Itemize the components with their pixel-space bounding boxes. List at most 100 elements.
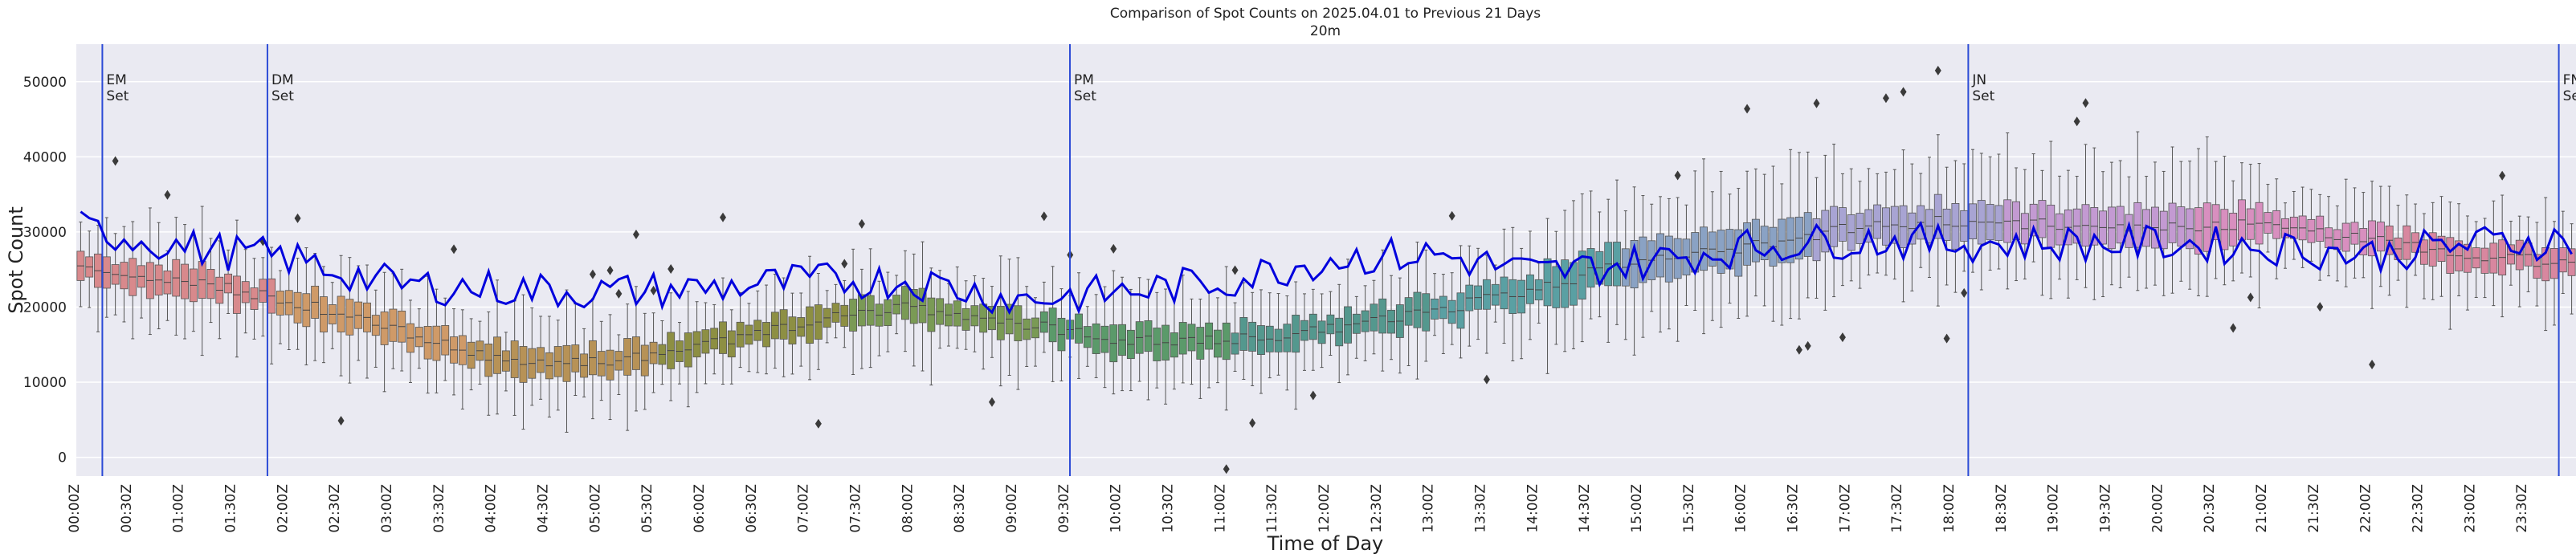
box-plot (1361, 285, 1370, 361)
box-plot (2003, 132, 2012, 290)
box-plot (2567, 223, 2576, 315)
box-plot (2211, 161, 2220, 279)
box-plot (432, 288, 441, 393)
box-plot (2533, 222, 2541, 307)
marker-label: Set (1074, 88, 1096, 104)
box-plot (753, 290, 762, 373)
x-tick-label: 09:30Z (1056, 484, 1072, 533)
outlier-point (1040, 211, 1047, 222)
box-plot (2359, 192, 2368, 279)
outlier-point (112, 156, 119, 166)
outlier-point (615, 288, 623, 299)
x-axis-ticks: 00:00Z 00:30Z 01:00Z 01:30Z 02:00Z 02:30Z 03:0… (67, 484, 2530, 533)
box-plot (1751, 168, 1760, 297)
x-tick-label: 09:00Z (1004, 484, 1020, 533)
box-plot (684, 291, 692, 408)
marker-label: PM (1074, 72, 1094, 88)
y-tick-label: 0 (58, 450, 67, 466)
box-plot (189, 235, 198, 332)
box-plot (1395, 277, 1404, 374)
box-plot (1039, 211, 1048, 353)
x-tick-label: 08:00Z (900, 484, 916, 533)
box-plot (1308, 288, 1317, 401)
plot-area (76, 44, 2576, 476)
box-plot (1778, 183, 1786, 326)
x-tick-label: 13:30Z (1473, 484, 1489, 533)
x-tick-label: 02:00Z (275, 484, 291, 533)
box-plot (2325, 196, 2333, 277)
box-plot (667, 264, 676, 401)
box-plot (2480, 218, 2489, 299)
y-tick-label: 10000 (23, 375, 67, 391)
outlier-point (988, 397, 995, 407)
x-tick-label: 15:30Z (1681, 484, 1697, 533)
box-plot (866, 248, 875, 369)
box-plot (892, 275, 901, 335)
box-plot (2515, 215, 2524, 308)
box-plot (770, 273, 779, 369)
marker-label: EM (106, 72, 126, 88)
x-tick-label: 19:30Z (2098, 484, 2114, 533)
box-plot (1500, 228, 1508, 344)
box-plot (1265, 292, 1274, 379)
outlier-point (1674, 170, 1681, 181)
box-plot (1048, 266, 1057, 382)
current-day-line (80, 210, 2573, 316)
outlier-point (2230, 323, 2237, 333)
outlier-point (841, 259, 848, 269)
box-plot (676, 322, 684, 385)
box-plot (284, 267, 293, 350)
outlier-point (2247, 292, 2254, 303)
marker-label: Set (106, 88, 129, 104)
box-plot (2090, 147, 2099, 300)
box-plot (1586, 190, 1595, 320)
chart-title: Comparison of Spot Counts on 2025.04.01 … (1110, 6, 1541, 22)
box-plot (1370, 279, 1378, 355)
box-plot (528, 307, 537, 406)
marker-label: Set (1972, 88, 1994, 104)
box-plot (1570, 200, 1578, 349)
y-axis-label: Spot Count (5, 206, 27, 313)
box-plot (302, 247, 311, 366)
box-plot (493, 279, 502, 415)
outlier-point (1943, 333, 1950, 344)
x-tick-label: 12:30Z (1369, 484, 1385, 533)
box-plot (597, 320, 606, 401)
x-tick-label: 18:00Z (1941, 484, 1958, 533)
box-plot (537, 316, 545, 400)
x-tick-label: 07:30Z (848, 484, 864, 533)
chart-subtitle: 20m (1310, 23, 1341, 39)
box-plot (1717, 170, 1725, 328)
box-plot (1474, 247, 1483, 340)
x-tick-label: 18:30Z (1994, 484, 2010, 533)
box-plot (2029, 153, 2038, 263)
box-plot (788, 292, 797, 375)
box-plot (900, 250, 909, 352)
outlier-point (1309, 390, 1317, 401)
box-plot (276, 270, 284, 344)
box-plot (1023, 286, 1031, 367)
outlier-point (858, 218, 865, 229)
box-plot (1830, 144, 1839, 298)
box-plot (1621, 210, 1630, 340)
x-tick-label: 13:00Z (1421, 484, 1437, 533)
box-plot (423, 275, 432, 394)
box-plot (2472, 221, 2480, 298)
box-plot (1578, 193, 1586, 343)
outlier-point (1961, 287, 1968, 298)
marker-label: Set (2563, 88, 2576, 104)
box-plot (2055, 175, 2064, 280)
outlier-point (2317, 302, 2324, 312)
box-plot (345, 257, 354, 384)
box-series (76, 65, 2576, 475)
box-plot (1873, 173, 1882, 274)
box-plot (2376, 185, 2385, 287)
box-plot (1794, 152, 1803, 355)
x-tick-label: 00:00Z (67, 484, 83, 533)
box-plot (1292, 281, 1300, 410)
box-plot (414, 308, 423, 369)
box-plot (1734, 188, 1743, 320)
box-plot (927, 267, 936, 386)
box-plot (692, 301, 701, 393)
box-plot (467, 318, 476, 391)
